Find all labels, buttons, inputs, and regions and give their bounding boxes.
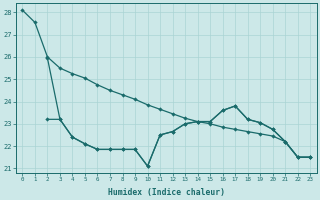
X-axis label: Humidex (Indice chaleur): Humidex (Indice chaleur)	[108, 188, 225, 197]
